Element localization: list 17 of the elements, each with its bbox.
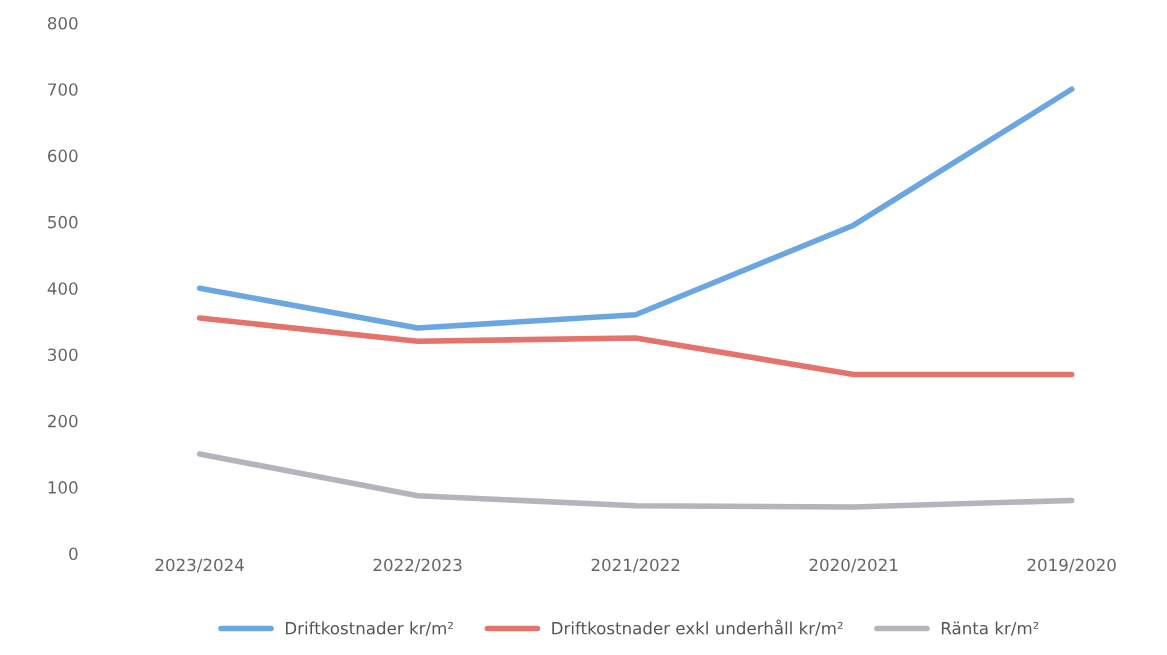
- x-tick-label: 2022/2023: [373, 558, 462, 573]
- x-tick-label: 2023/2024: [155, 558, 244, 573]
- x-tick-label: 2021/2022: [591, 558, 680, 573]
- y-tick-label: 100: [48, 481, 78, 494]
- x-tick-label: 2020/2021: [809, 558, 898, 573]
- legend-label: Driftkostnader kr/m²: [285, 621, 453, 636]
- y-tick-label: 200: [48, 414, 78, 428]
- legend-label: Driftkostnader exkl underhåll kr/m²: [552, 619, 843, 636]
- y-tick-label: 500: [48, 215, 78, 229]
- y-tick-label: 600: [48, 149, 78, 163]
- y-tick-label: 300: [48, 348, 78, 362]
- y-tick-label: 0: [69, 547, 78, 561]
- x-tick-label: 2019/2020: [1027, 558, 1116, 573]
- y-tick-label: 400: [47, 282, 78, 295]
- legend-label: Ränta kr/m²: [941, 621, 1039, 636]
- y-tick-label: 800: [47, 16, 78, 30]
- y-tick-label: 700: [48, 83, 78, 96]
